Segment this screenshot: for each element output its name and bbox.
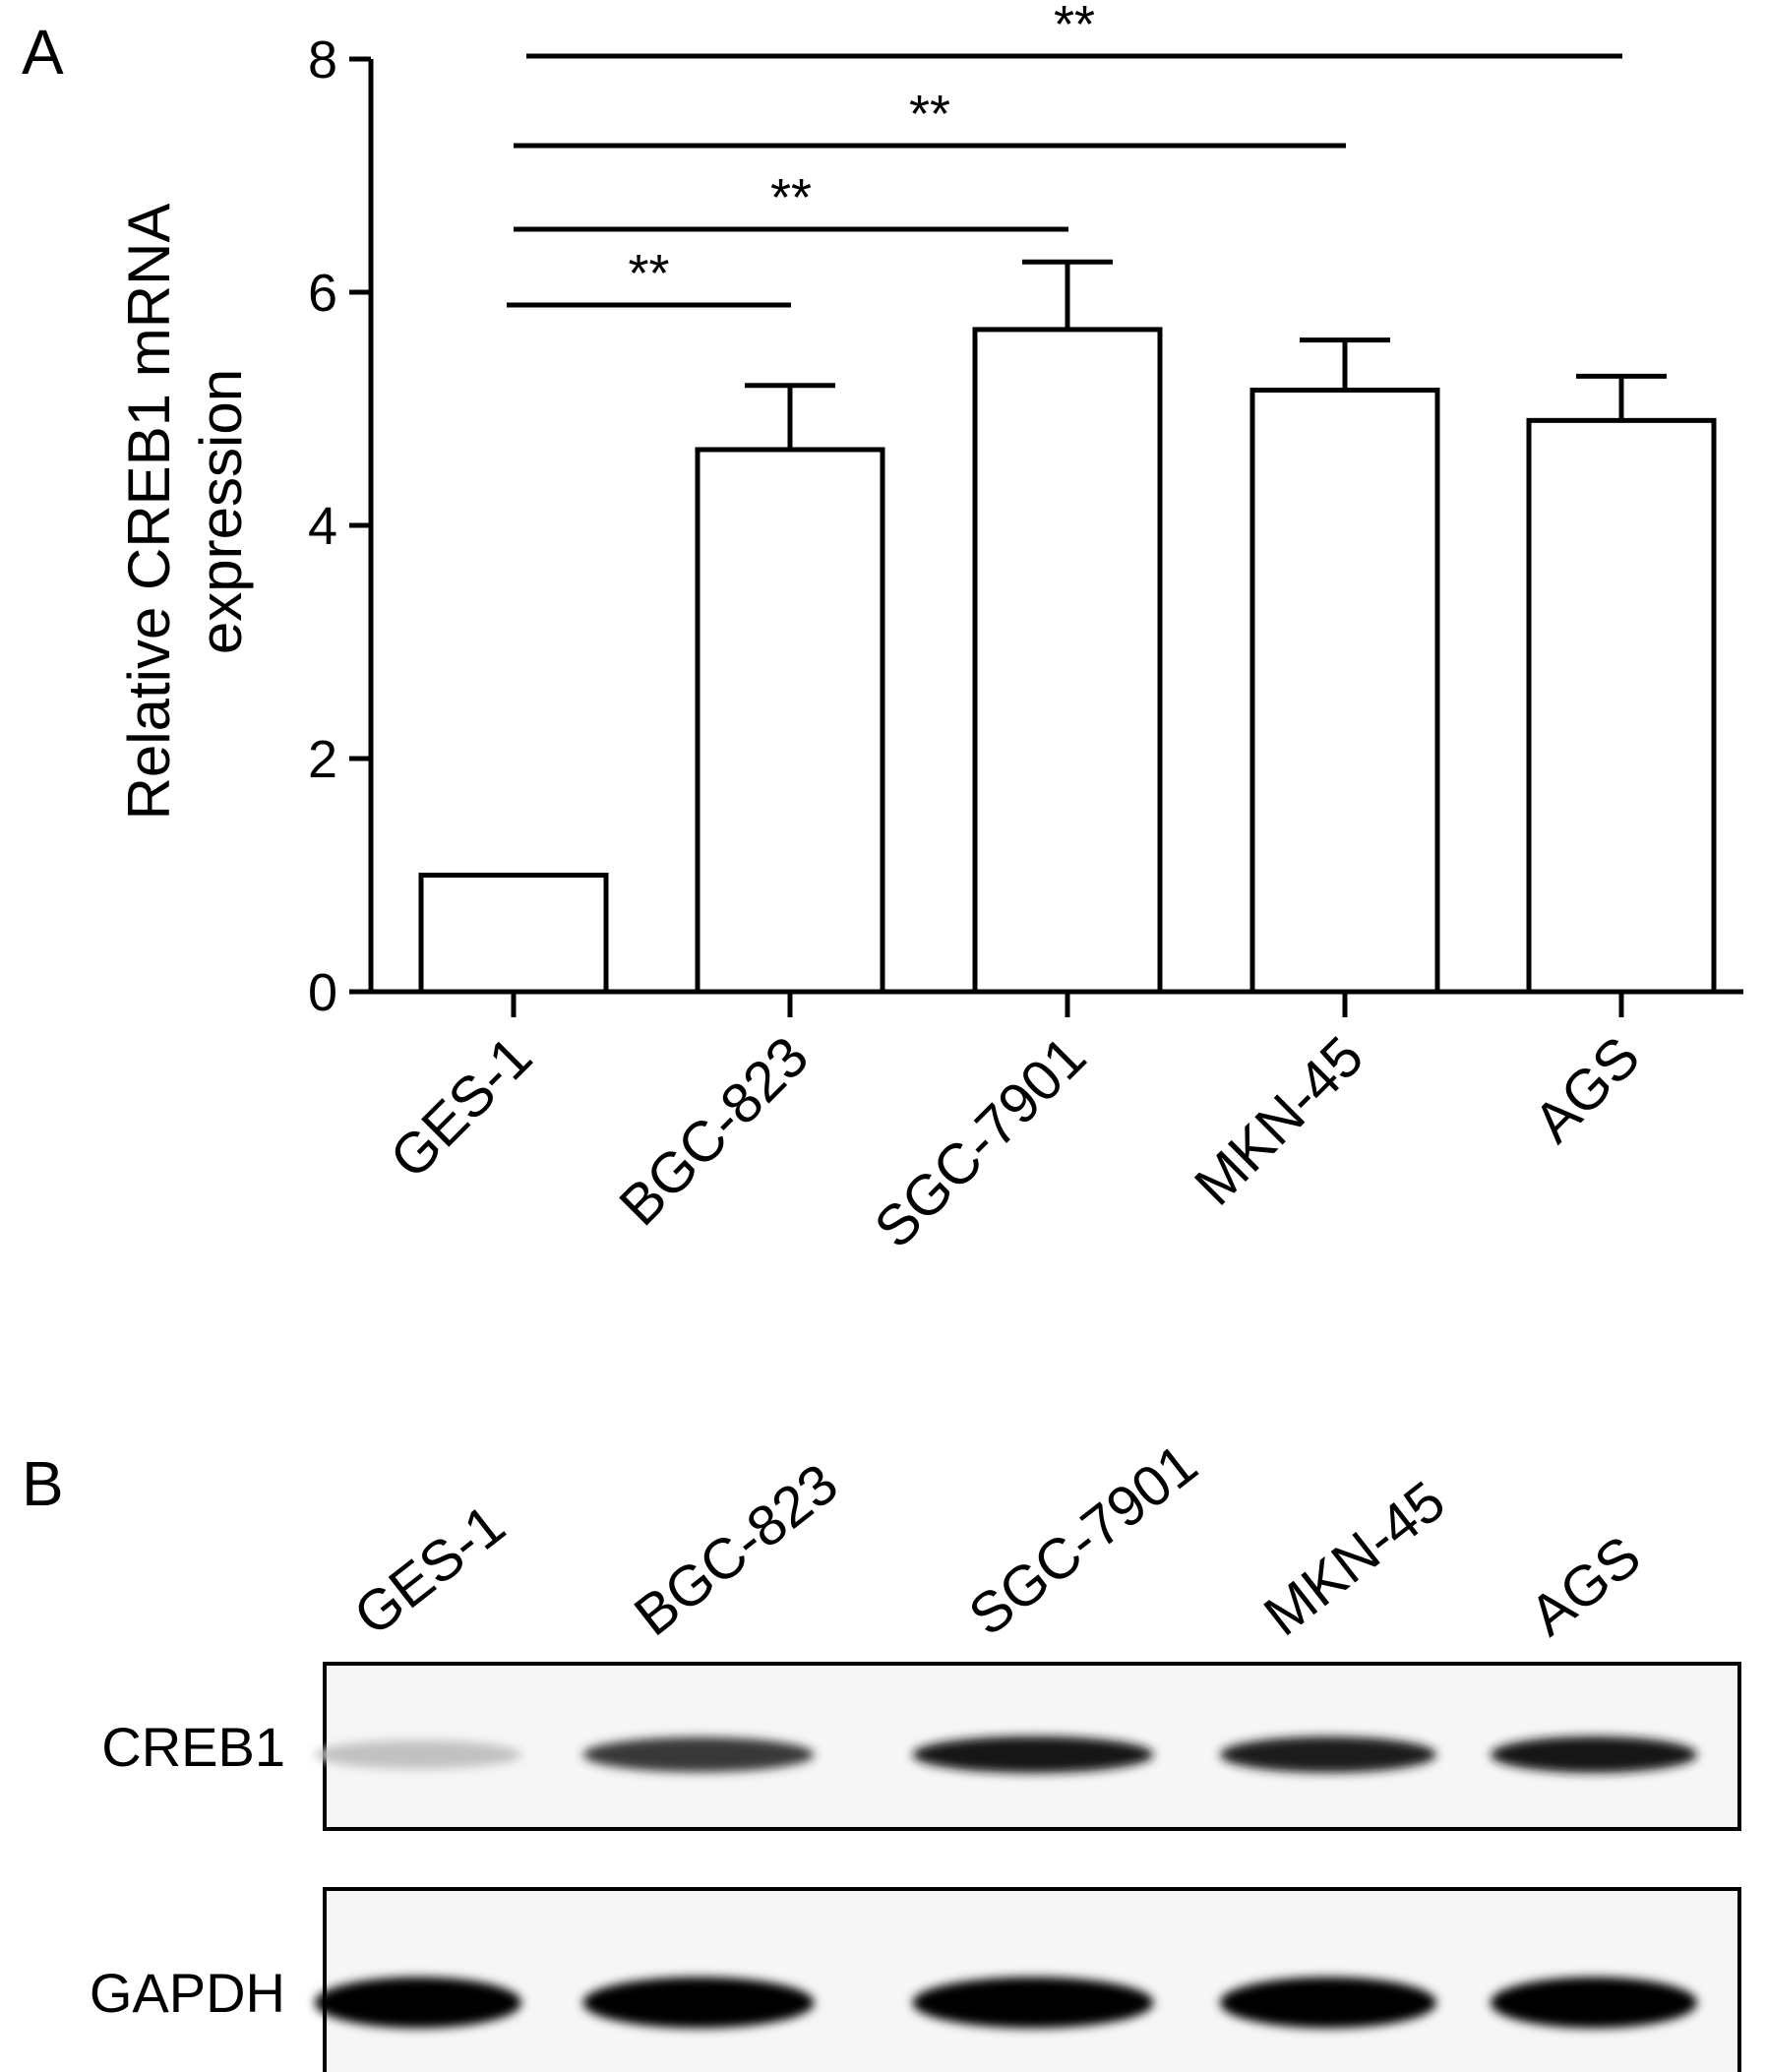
y-axis-label-line-1: Relative CREB1 mRNA	[116, 204, 182, 821]
blot-lane-labels: GES-1 BGC-823 SGC-7901 MKN-45 AGS	[342, 1432, 1653, 1648]
blot-band-creb1-mkn-45	[1220, 1737, 1436, 1773]
blot-row-label-gapdh: GAPDH	[90, 1962, 285, 2024]
blot-band-gapdh-bgc-823	[582, 1977, 815, 2029]
blot-band-gapdh-ges-1	[315, 1977, 521, 2029]
bar-ags	[1526, 417, 1717, 995]
blot-band-gapdh-sgc-7901	[912, 1977, 1154, 2029]
blot-rows: CREB1 GAPDH	[90, 1662, 1741, 2072]
y-tick-label-6: 6	[308, 264, 337, 323]
blot-lane-label-ags: AGS	[1518, 1524, 1653, 1649]
bar-bgc-823	[695, 447, 885, 995]
panel-a-label: A	[22, 17, 64, 88]
sig-label-bgc-823: **	[628, 244, 669, 303]
sig-label-sgc-7901: **	[770, 168, 812, 227]
category-labels: GES-1 BGC-823 SGC-7901 MKN-45 AGS	[378, 992, 1652, 1260]
blot-row-label-creb1: CREB1	[101, 1716, 285, 1778]
bar-ges-1	[418, 873, 609, 995]
y-tick-label-2: 2	[308, 730, 337, 789]
error-bars	[745, 259, 1667, 450]
blot-lane-label-mkn-45: MKN-45	[1252, 1469, 1457, 1648]
bars	[418, 327, 1717, 995]
sig-label-ags: **	[1054, 0, 1095, 54]
sig-label-mkn-45: **	[909, 85, 950, 144]
blot-band-creb1-sgc-7901	[912, 1736, 1154, 1774]
blot-band-gapdh-mkn-45	[1220, 1977, 1436, 2029]
blot-row-creb1: CREB1	[101, 1662, 1741, 1831]
y-axis-label-line-2: expression	[188, 369, 254, 654]
bar-sgc-7901	[972, 327, 1163, 995]
blot-band-creb1-bgc-823	[582, 1737, 815, 1773]
x-tick-label-bgc-823: BGC-823	[607, 1024, 821, 1238]
blot-band-gapdh-ags	[1491, 1977, 1697, 2029]
x-tick-label-ags: AGS	[1522, 1024, 1653, 1155]
x-tick-label-mkn-45: MKN-45	[1183, 1024, 1375, 1217]
blot-lane-label-sgc-7901: SGC-7901	[957, 1432, 1209, 1648]
blot-row-gapdh: GAPDH	[90, 1887, 1741, 2072]
significance-bars: ** ** ** **	[507, 0, 1622, 308]
blot-band-creb1-ges-1	[315, 1739, 521, 1769]
y-tick-label-4: 4	[308, 497, 337, 556]
y-ticks: 0 2 4 6 8	[308, 30, 371, 1022]
blot-lane-label-ges-1: GES-1	[342, 1493, 517, 1648]
bar-mkn-45	[1249, 388, 1440, 995]
blot-lane-label-bgc-823: BGC-823	[623, 1451, 850, 1648]
bar-chart: 0 2 4 6 8 ** ** ** ** GES-1 BGC-823 SGC-7901 MKN-4…	[116, 0, 1743, 1260]
x-tick-label-sgc-7901: SGC-7901	[862, 1024, 1098, 1260]
panel-b-label: B	[22, 1448, 64, 1519]
blot-band-creb1-ags	[1491, 1736, 1697, 1773]
y-tick-label-8: 8	[308, 30, 337, 90]
western-blot: GES-1 BGC-823 SGC-7901 MKN-45 AGS CREB1 GAPDH	[90, 1432, 1741, 2072]
y-tick-label-0: 0	[308, 963, 337, 1022]
x-tick-label-ges-1: GES-1	[378, 1024, 544, 1190]
